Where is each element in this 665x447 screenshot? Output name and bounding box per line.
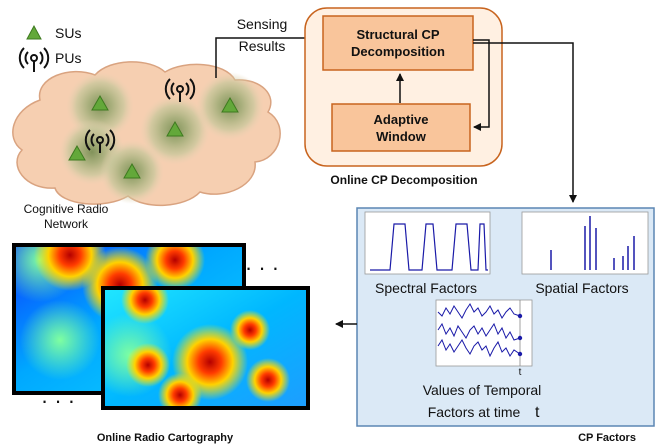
legend-su-label: SUs xyxy=(55,25,81,41)
temporal-factor-line xyxy=(437,303,521,319)
su-triangle-icon xyxy=(91,94,109,111)
temporal-label-t: t xyxy=(535,404,540,421)
su-triangle-icon xyxy=(166,120,184,137)
online-cp-caption: Online CP Decomposition xyxy=(330,173,477,187)
sensing-results-arrow: Sensing Results xyxy=(215,16,319,78)
adaptive-window-line1: Adaptive xyxy=(374,112,429,127)
structural-cp-line2: Decomposition xyxy=(351,44,445,59)
radio-cartography: · · · · · · Online Radio Cartography xyxy=(12,243,310,444)
cp-factors-caption: CP Factors xyxy=(578,432,636,444)
temporal-factor-line xyxy=(437,338,521,358)
spatial-factors-label: Spatial Factors xyxy=(535,280,628,296)
network-label-line1: Cognitive Radio xyxy=(24,202,109,216)
cognitive-radio-network-cloud: Cognitive Radio Network xyxy=(12,61,281,231)
adaptive-window-line2: Window xyxy=(376,129,427,144)
adaptive-window-box xyxy=(331,103,471,152)
temporal-factor-line xyxy=(437,322,521,341)
network-label-line2: Network xyxy=(44,217,89,231)
su-triangle-icon xyxy=(221,96,239,113)
cartography-dots-bottom: · · · xyxy=(41,388,75,413)
spectral-plot-frame xyxy=(364,211,491,275)
su-triangle-icon xyxy=(123,162,141,179)
pu-antenna-icon xyxy=(84,129,116,153)
legend-pu-label: PUs xyxy=(55,50,81,66)
temporal-value-point xyxy=(517,351,523,357)
sensing-label-line1: Sensing xyxy=(237,16,288,32)
legend: SUs PUs xyxy=(18,24,81,72)
spectral-factor-line xyxy=(370,223,488,271)
temporal-label-line1: Values of Temporal xyxy=(423,382,542,398)
temporal-value-point xyxy=(517,313,523,319)
pu-antenna-icon xyxy=(18,47,50,72)
structural-cp-line1: Structural CP xyxy=(356,27,439,42)
structural-to-adaptive-arrow xyxy=(473,39,490,131)
pu-antenna-icon xyxy=(164,78,196,102)
su-triangle-icon xyxy=(68,144,86,161)
temporal-value-point xyxy=(517,335,523,341)
online-cp-decomposition-block: Structural CP Decomposition Adaptive Win… xyxy=(304,7,503,187)
spatial-factor-stems xyxy=(550,216,635,270)
sensing-label-line2: Results xyxy=(239,38,286,54)
temporal-label-line2: Factors at time xyxy=(428,404,521,420)
spectral-factors-label: Spectral Factors xyxy=(375,280,477,296)
su-triangle-icon xyxy=(26,24,42,40)
structural-cp-box xyxy=(322,15,474,71)
cp-factors-panel: Spectral Factors Spatial Factors t Value… xyxy=(356,207,655,444)
temporal-axis-t-label: t xyxy=(519,367,522,378)
cartography-caption: Online Radio Cartography xyxy=(97,432,234,444)
cp-to-factors-arrow xyxy=(473,42,577,203)
radio-map-front xyxy=(101,286,310,410)
cartography-dots-top: · · · xyxy=(245,255,279,280)
